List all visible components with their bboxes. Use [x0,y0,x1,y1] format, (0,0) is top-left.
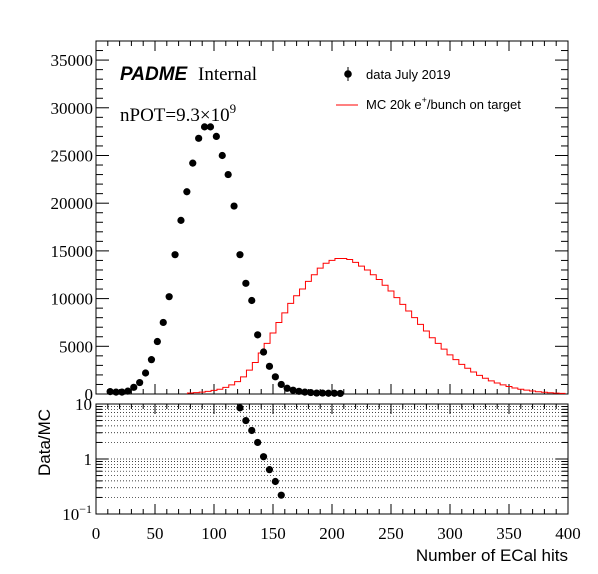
x-tick-label: 150 [260,524,286,543]
ratio-point [248,426,256,435]
data-point [318,389,327,397]
main-y-tick-label: 35000 [51,51,94,70]
data-point [259,348,268,356]
ratio-point [236,404,244,412]
ratio-point [254,438,262,447]
data-point [153,337,161,346]
legend-data-marker [344,70,352,78]
data-point [112,388,120,396]
data-point [183,188,191,196]
data-point [171,251,179,259]
x-tick-label: 250 [378,524,404,543]
legend-mc-label: MC 20k e+/bunch on target [366,95,521,112]
x-tick-label: 350 [496,524,522,543]
main-y-tick-label: 25000 [51,146,94,165]
data-point [313,389,321,397]
ratio-point [277,491,285,499]
ratio-point [271,477,279,486]
data-point [301,388,309,396]
data-point [206,123,215,131]
data-point [118,388,126,396]
mc-histogram-line [186,258,566,394]
x-tick-label: 400 [555,524,581,543]
ratio-point [242,416,250,425]
data-point [289,386,297,394]
data-point [277,380,285,389]
ratio-y-axis-title: Data/MC [35,409,54,476]
x-tick-label: 0 [92,524,101,543]
experiment-label: PADME [120,64,189,85]
ratio-points [236,404,285,499]
data-point [307,388,315,397]
data-point [330,389,338,397]
main-y-ticks: 0 5000 10000 15000 20000 25000 30000 35000 [51,40,568,404]
data-point [141,369,150,377]
data-point [195,134,203,142]
x-tick-label: 200 [319,524,345,543]
data-points [106,123,344,398]
data-point [189,159,197,167]
main-panel-frame [95,40,569,395]
x-tick-label: 300 [437,524,463,543]
data-point [230,202,238,210]
data-point [336,389,344,398]
data-point [271,373,279,381]
data-point [248,296,256,305]
main-y-tick-label: 0 [85,385,94,404]
ratio-grid [96,406,568,498]
ratio-ticks: 10 1 10−1 [62,395,568,524]
x-tick-label: 100 [201,524,227,543]
data-point [242,279,250,287]
ratio-y-tick-label: 1 [84,450,93,469]
ratio-y-tick-label: 10−1 [62,502,92,524]
data-point [254,331,262,339]
data-point [212,132,220,141]
ratio-point [265,466,274,474]
data-point [295,387,303,395]
x-tick-label: 50 [147,524,164,543]
x-axis-title: Number of ECal hits [416,546,568,565]
data-point [136,378,144,387]
main-y-tick-label: 30000 [51,99,94,118]
legend-data-label: data July 2019 [366,67,451,82]
data-point [106,388,114,396]
data-point [283,384,291,392]
data-point [200,123,209,131]
legend: data July 2019 MC 20k e+/bunch on target [336,67,521,112]
status-label: Internal [198,64,257,85]
ratio-y-tick-label: 10 [75,395,92,414]
data-point [265,362,274,370]
main-y-tick-label: 5000 [59,337,93,356]
main-y-tick-label: 10000 [51,290,94,309]
main-y-tick-label: 15000 [51,242,94,261]
data-point [218,151,226,160]
npot-label: nPOT=9.3×109 [120,101,236,126]
data-point [165,293,173,301]
data-point [159,318,167,327]
data-point [324,389,333,397]
data-point [177,216,185,224]
data-point [147,356,156,364]
ratio-point [259,453,268,461]
main-y-tick-label: 20000 [51,194,94,213]
data-point [130,383,138,391]
data-point [224,170,232,179]
ratio-panel-frame [95,403,569,515]
data-point [236,251,244,259]
data-point [124,387,132,395]
